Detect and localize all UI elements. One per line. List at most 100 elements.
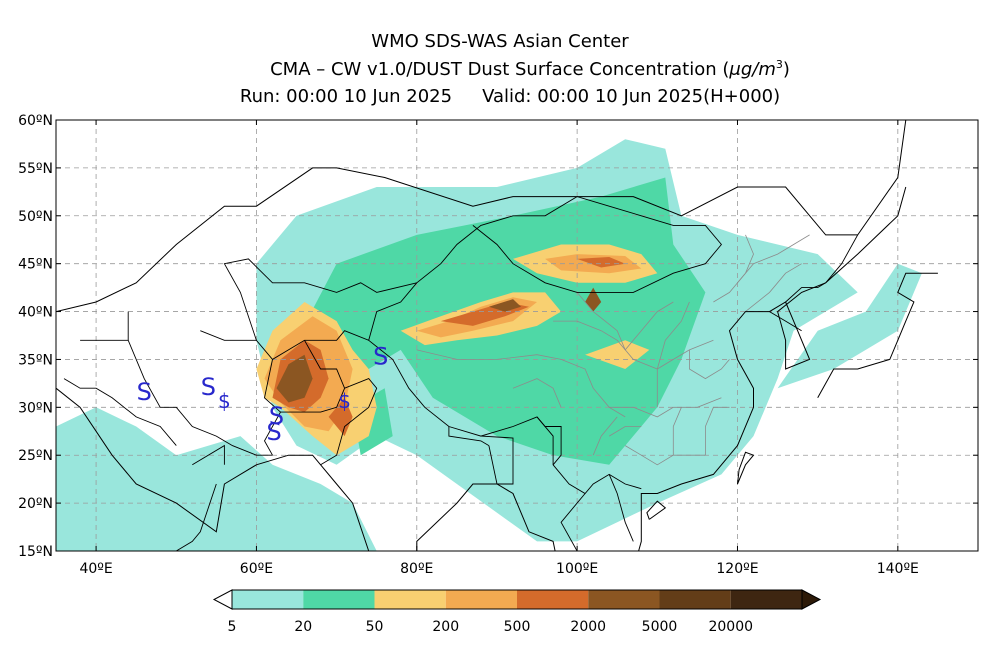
province-border — [416, 349, 562, 360]
grid-lines — [56, 120, 978, 551]
country-border — [175, 483, 217, 551]
colorbar-label: 20000 — [708, 619, 753, 635]
y-tick-label: 25ºN — [18, 448, 53, 464]
country-border — [536, 416, 562, 466]
country-border — [63, 378, 177, 446]
x-tick-label: 120ºE — [716, 561, 758, 577]
province-border — [624, 445, 706, 466]
dust-region-level-4 — [577, 257, 626, 268]
x-tick-label: 100ºE — [556, 561, 598, 577]
coastline — [737, 451, 755, 485]
colorbar-frame — [231, 589, 803, 610]
colorbar-segment — [232, 590, 304, 609]
title-line-1: WMO SDS-WAS Asian Center — [371, 31, 629, 52]
map-subtitle: CMA – CW v1.0/DUST Dust Surface Concentr… — [30, 58, 1000, 80]
province-border — [624, 301, 674, 351]
coastline — [416, 186, 907, 551]
coastline — [646, 500, 667, 520]
station-symbol: S — [269, 402, 284, 430]
station-markers: S S $SS$S — [137, 343, 389, 447]
colorbar-extend-high — [801, 589, 822, 610]
colorbar-label: 5 — [228, 619, 237, 635]
coastline — [56, 387, 370, 551]
concentration-fill-layer — [56, 139, 922, 551]
country-border — [560, 493, 586, 551]
coastlines — [56, 120, 938, 551]
province-border — [689, 349, 730, 380]
country-border — [223, 258, 417, 341]
axis-ticks: 15ºN 20ºN 25ºN 30ºN 35ºN 40ºN 45ºN 50ºN 55ºN 60ºN… — [18, 113, 978, 577]
dust-region-level-5 — [276, 354, 313, 403]
colorbar-label: 5000 — [642, 619, 678, 635]
province-border — [560, 359, 626, 418]
station-symbol: S — [137, 378, 152, 406]
colorbar-segment — [517, 590, 589, 609]
map-title: WMO SDS-WAS Asian Center — [0, 31, 1000, 52]
station-symbol: $ — [218, 389, 231, 413]
valid-time: Valid: 00:00 10 Jun 2025(H+000) — [482, 86, 781, 107]
colorbar-label: 20 — [294, 619, 312, 635]
province-border — [553, 320, 714, 370]
coastline — [56, 120, 907, 313]
y-tick-label: 35ºN — [18, 352, 53, 368]
station-symbol: S — [266, 418, 281, 446]
province-borders — [416, 234, 810, 466]
country-border — [200, 196, 722, 360]
y-tick-label: 60ºN — [18, 113, 53, 129]
station-symbol: S — [373, 343, 388, 371]
colorbar: 5 20 50 200 500 2000 5000 20000 — [212, 589, 822, 635]
x-tick-label: 140ºE — [877, 561, 919, 577]
colorbar-segment — [588, 590, 660, 609]
province-border — [609, 397, 722, 418]
y-tick-label: 45ºN — [18, 257, 53, 273]
dust-region-level-5 — [488, 299, 521, 312]
province-border — [713, 234, 754, 303]
run-valid-line: Run: 00:00 10 Jun 2025 Valid: 00:00 10 Ju… — [10, 86, 1000, 107]
station-symbol: S — [201, 373, 216, 401]
country-border — [192, 444, 225, 466]
run-time: Run: 00:00 10 Jun 2025 — [239, 86, 453, 107]
y-tick-label: 55ºN — [18, 161, 53, 177]
y-tick-label: 30ºN — [18, 400, 53, 416]
dust-region-level-0 — [56, 407, 377, 551]
colorbar-label: 200 — [432, 619, 459, 635]
province-border — [705, 406, 730, 456]
colorbar-segment — [303, 590, 375, 609]
colorbar-label: 500 — [504, 619, 531, 635]
x-tick-label: 40ºE — [79, 561, 112, 577]
colorbar-label: 2000 — [570, 619, 606, 635]
coastline — [817, 272, 938, 399]
y-tick-label: 50ºN — [18, 209, 53, 225]
colorbar-segment — [659, 590, 731, 609]
station-symbol: $ — [338, 389, 351, 413]
province-border — [656, 301, 690, 408]
subtitle-prefix: CMA – CW v1.0/DUST Dust Surface Concentr… — [270, 59, 730, 80]
dust-region-level-5 — [585, 287, 602, 312]
province-border — [672, 407, 682, 456]
country-border — [320, 378, 378, 466]
province-border — [512, 378, 562, 408]
country-border — [280, 340, 346, 413]
x-tick-label: 80ºE — [400, 561, 433, 577]
plot-frame — [55, 119, 979, 552]
subtitle-unit: μg/m — [729, 59, 776, 80]
dust-region-level-0 — [777, 263, 922, 389]
province-border — [737, 234, 810, 284]
subtitle-unit-exponent: 3 — [775, 58, 783, 71]
country-border — [608, 474, 634, 542]
province-border — [608, 426, 642, 437]
country-border — [448, 426, 490, 446]
x-tick-label: 60ºE — [240, 561, 273, 577]
dust-region-level-2 — [585, 340, 650, 369]
country-border — [785, 234, 859, 303]
province-border — [576, 292, 626, 351]
province-border — [592, 416, 618, 456]
country-borders — [63, 196, 859, 551]
y-tick-label: 15ºN — [18, 544, 53, 560]
colorbar-segment — [374, 590, 446, 609]
country-border — [127, 311, 273, 456]
y-tick-label: 40ºN — [18, 305, 53, 321]
colorbar-label: 50 — [366, 619, 384, 635]
province-border — [745, 263, 802, 312]
